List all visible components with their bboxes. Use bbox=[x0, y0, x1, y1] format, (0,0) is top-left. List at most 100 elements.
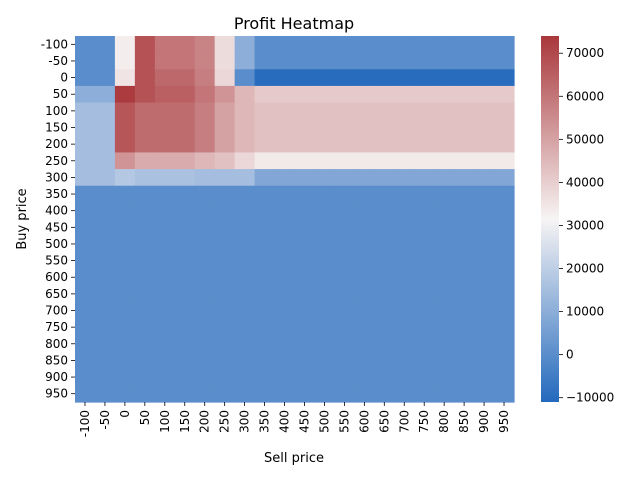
heatmap-cell bbox=[494, 352, 515, 370]
colorbar-tick-label: 40000 bbox=[566, 175, 604, 189]
heatmap-cell bbox=[75, 385, 96, 403]
heatmap-cell bbox=[474, 219, 495, 237]
heatmap-cell bbox=[174, 69, 196, 87]
heatmap-cell bbox=[294, 302, 316, 320]
heatmap-cell bbox=[94, 335, 116, 353]
heatmap-cell bbox=[294, 235, 316, 253]
heatmap-cell bbox=[314, 202, 335, 220]
heatmap-cell bbox=[334, 202, 355, 220]
heatmap-cell bbox=[154, 102, 176, 120]
heatmap-cell bbox=[134, 202, 156, 220]
heatmap-cell bbox=[274, 119, 296, 137]
heatmap-cell bbox=[494, 135, 515, 154]
heatmap-cell bbox=[154, 318, 176, 337]
heatmap-cell bbox=[314, 36, 335, 54]
heatmap-cell bbox=[314, 285, 335, 303]
heatmap-cell bbox=[414, 302, 435, 320]
heatmap-cell bbox=[174, 152, 196, 170]
heatmap-cell bbox=[114, 85, 136, 104]
heatmap-cell bbox=[294, 152, 316, 170]
heatmap-cell bbox=[254, 352, 276, 370]
heatmap-cell bbox=[494, 235, 515, 253]
heatmap-cell bbox=[234, 335, 256, 353]
chart-title: Profit Heatmap bbox=[234, 14, 354, 33]
heatmap-cell bbox=[234, 36, 256, 54]
heatmap-cell bbox=[94, 135, 116, 154]
heatmap-cell bbox=[434, 285, 455, 303]
heatmap-cell bbox=[75, 52, 96, 70]
heatmap-cell bbox=[354, 202, 375, 220]
heatmap-cell bbox=[194, 119, 216, 137]
colorbar-tick-label: 70000 bbox=[566, 46, 604, 60]
y-tick-label: 0 bbox=[60, 71, 68, 85]
heatmap-cell bbox=[194, 202, 216, 220]
heatmap-cell bbox=[374, 169, 395, 187]
heatmap-cell bbox=[434, 268, 455, 287]
heatmap-cell bbox=[274, 302, 296, 320]
heatmap-cell bbox=[194, 385, 216, 403]
heatmap-cell bbox=[434, 102, 455, 120]
heatmap-cell bbox=[174, 169, 196, 187]
heatmap-cell bbox=[394, 252, 415, 270]
heatmap-cell bbox=[354, 52, 375, 70]
heatmap-cell bbox=[434, 252, 455, 270]
heatmap-cell bbox=[354, 119, 375, 137]
y-tick-label: 150 bbox=[45, 121, 68, 135]
heatmap-cell bbox=[134, 69, 156, 87]
x-tick-label: 550 bbox=[337, 410, 351, 433]
heatmap-cell bbox=[134, 302, 156, 320]
heatmap-cell bbox=[294, 169, 316, 187]
heatmap-cell bbox=[474, 335, 495, 353]
heatmap-cell bbox=[94, 169, 116, 187]
heatmap-cell bbox=[334, 335, 355, 353]
x-axis-ticks: -100 -50 0 50 100 150 200 250 300 350 400 450 500 550… bbox=[78, 402, 511, 437]
heatmap-cell bbox=[274, 52, 296, 70]
heatmap-cell bbox=[75, 36, 96, 54]
heatmap-cell bbox=[454, 52, 475, 70]
heatmap-cell bbox=[214, 252, 236, 270]
heatmap-cell bbox=[474, 169, 495, 187]
heatmap-cell bbox=[114, 185, 136, 203]
heatmap-cell bbox=[294, 69, 316, 87]
heatmap-cell bbox=[254, 285, 276, 303]
heatmap-cell bbox=[94, 385, 116, 403]
heatmap-cell bbox=[434, 202, 455, 220]
heatmap-cell bbox=[94, 302, 116, 320]
heatmap-cell bbox=[174, 385, 196, 403]
heatmap-cell bbox=[274, 219, 296, 237]
heatmap-cell bbox=[394, 69, 415, 87]
heatmap-cell bbox=[154, 52, 176, 70]
heatmap-cell bbox=[234, 268, 256, 287]
heatmap-cell bbox=[214, 302, 236, 320]
colorbar-tick-label: −10000 bbox=[566, 391, 614, 405]
heatmap-cell bbox=[134, 352, 156, 370]
heatmap-cell bbox=[174, 85, 196, 104]
heatmap-cell bbox=[454, 219, 475, 237]
heatmap-cell bbox=[394, 368, 415, 386]
heatmap-cell bbox=[75, 368, 96, 386]
y-tick-label: 450 bbox=[45, 220, 68, 234]
heatmap-cell bbox=[254, 318, 276, 337]
heatmap-cell bbox=[454, 85, 475, 104]
heatmap-cell bbox=[274, 252, 296, 270]
heatmap-cell bbox=[274, 85, 296, 104]
heatmap-cell bbox=[454, 102, 475, 120]
heatmap-cell bbox=[374, 235, 395, 253]
heatmap-cell bbox=[374, 69, 395, 87]
heatmap-cell bbox=[94, 318, 116, 337]
x-tick-label: 850 bbox=[457, 410, 471, 433]
heatmap-cell bbox=[234, 252, 256, 270]
heatmap-cell bbox=[174, 268, 196, 287]
heatmap-cell bbox=[94, 285, 116, 303]
heatmap-cell bbox=[234, 152, 256, 170]
colorbar-ticks: −10000 0 10000 20000 30000 40000 50000 60000 700… bbox=[559, 46, 614, 405]
heatmap-cell bbox=[454, 335, 475, 353]
heatmap-cell bbox=[414, 152, 435, 170]
colorbar-tick-label: 50000 bbox=[566, 132, 604, 146]
y-tick-label: 950 bbox=[45, 387, 68, 401]
heatmap-cell bbox=[454, 202, 475, 220]
heatmap-cell bbox=[75, 185, 96, 203]
heatmap-cell bbox=[414, 119, 435, 137]
y-axis-label: Buy price bbox=[15, 188, 30, 249]
